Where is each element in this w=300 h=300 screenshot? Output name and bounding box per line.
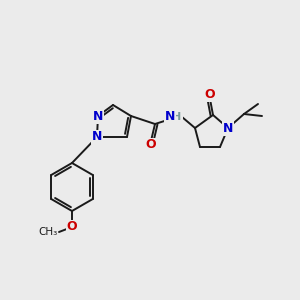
Text: H: H [172,112,182,122]
Text: CH₃: CH₃ [39,227,58,237]
Text: N: N [92,130,102,143]
Text: O: O [146,139,156,152]
Text: N: N [165,110,175,122]
Text: O: O [205,88,215,100]
Text: N: N [93,110,103,122]
Text: O: O [67,220,77,233]
Text: N: N [223,122,233,134]
